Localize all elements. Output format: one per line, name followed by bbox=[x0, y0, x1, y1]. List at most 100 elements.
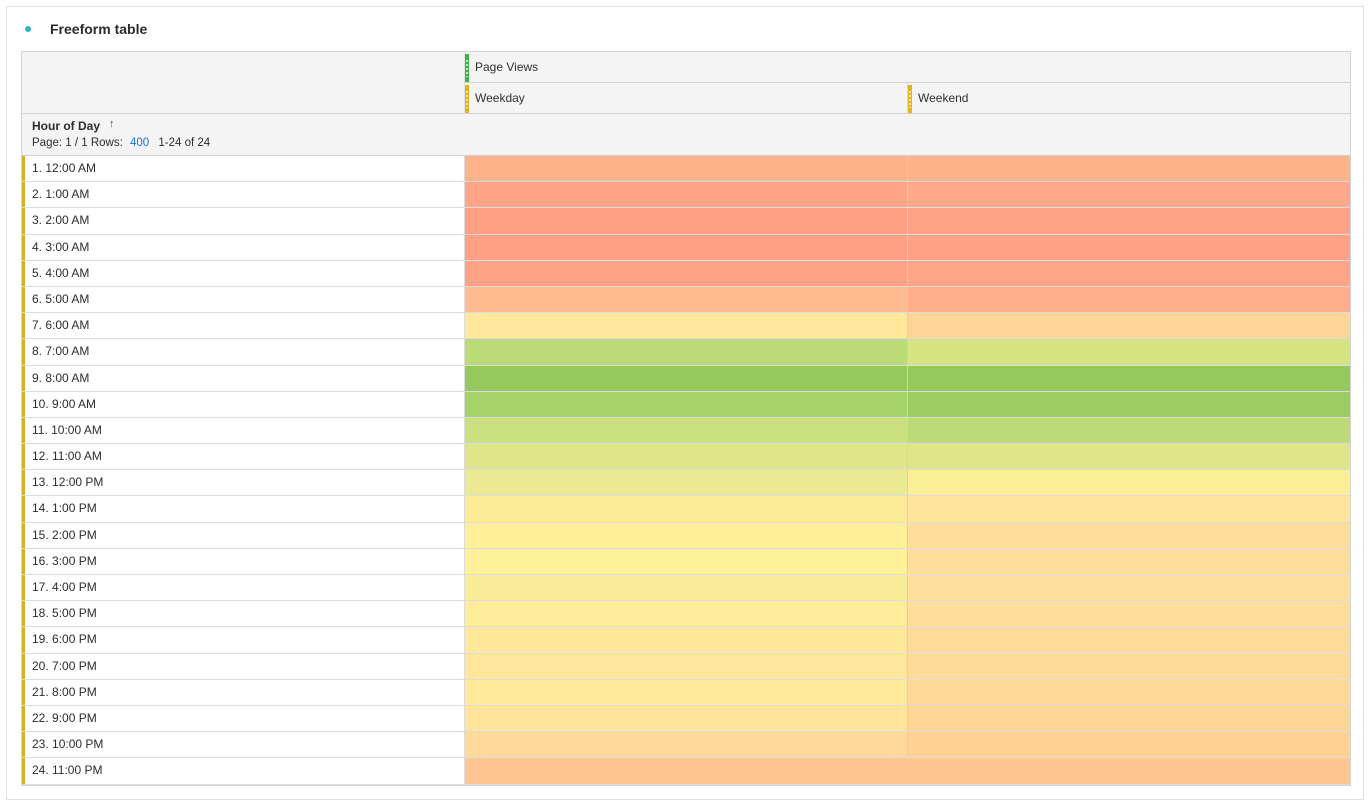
heatmap-cell-weekday[interactable] bbox=[465, 286, 908, 313]
row-label[interactable]: 13. 12:00 PM bbox=[22, 470, 465, 496]
heatmap-cell-weekday[interactable] bbox=[465, 705, 908, 732]
table-row[interactable]: 19. 6:00 PM bbox=[22, 627, 1350, 654]
heatmap-cell-weekend[interactable] bbox=[908, 313, 1350, 339]
row-label[interactable]: 12. 11:00 AM bbox=[22, 444, 465, 470]
heatmap-cell-weekday[interactable] bbox=[465, 313, 908, 339]
table-row[interactable]: 6. 5:00 AM bbox=[22, 286, 1350, 314]
row-label[interactable]: 17. 4:00 PM bbox=[22, 575, 465, 601]
heatmap-cell-weekday[interactable] bbox=[465, 260, 908, 286]
table-row[interactable]: 22. 9:00 PM bbox=[22, 705, 1350, 733]
heatmap-cell-weekday[interactable] bbox=[465, 758, 908, 784]
table-row[interactable]: 14. 1:00 PM bbox=[22, 496, 1350, 523]
heatmap-cell-weekend[interactable] bbox=[908, 522, 1350, 548]
heatmap-cell-weekend[interactable] bbox=[908, 732, 1350, 758]
heatmap-cell-weekend[interactable] bbox=[908, 758, 1350, 784]
table-row[interactable]: 5. 4:00 AM bbox=[22, 260, 1350, 287]
table-row[interactable]: 24. 11:00 PM bbox=[22, 758, 1350, 785]
panel-header[interactable]: Freeform table bbox=[23, 19, 147, 39]
row-label[interactable]: 19. 6:00 PM bbox=[22, 627, 465, 653]
table-row[interactable]: 17. 4:00 PM bbox=[22, 575, 1350, 602]
heatmap-cell-weekday[interactable] bbox=[465, 601, 908, 627]
heatmap-cell-weekend[interactable] bbox=[908, 182, 1350, 208]
row-label[interactable]: 3. 2:00 AM bbox=[22, 208, 465, 234]
heatmap-cell-weekend[interactable] bbox=[908, 679, 1350, 705]
table-row[interactable]: 7. 6:00 AM bbox=[22, 313, 1350, 340]
heatmap-cell-weekday[interactable] bbox=[465, 417, 908, 444]
table-row[interactable]: 23. 10:00 PM bbox=[22, 732, 1350, 759]
heatmap-cell-weekday[interactable] bbox=[465, 548, 908, 574]
heatmap-cell-weekend[interactable] bbox=[908, 208, 1350, 234]
heatmap-cell-weekday[interactable] bbox=[465, 575, 908, 601]
table-row[interactable]: 9. 8:00 AM bbox=[22, 365, 1350, 392]
heatmap-cell-weekend[interactable] bbox=[908, 601, 1350, 627]
row-label[interactable]: 7. 6:00 AM bbox=[22, 313, 465, 339]
row-label[interactable]: 24. 11:00 PM bbox=[22, 758, 465, 784]
row-label[interactable]: 23. 10:00 PM bbox=[22, 732, 465, 758]
table-row[interactable]: 2. 1:00 AM bbox=[22, 182, 1350, 209]
heatmap-cell-weekday[interactable] bbox=[465, 444, 908, 470]
metric-drag-handle-icon[interactable] bbox=[465, 54, 469, 82]
table-row[interactable]: 3. 2:00 AM bbox=[22, 208, 1350, 235]
table-row[interactable]: 1. 12:00 AM bbox=[22, 156, 1350, 183]
heatmap-cell-weekend[interactable] bbox=[908, 548, 1350, 574]
rows-per-page-link[interactable]: 400 bbox=[129, 137, 150, 149]
table-row[interactable]: 20. 7:00 PM bbox=[22, 653, 1350, 680]
row-label[interactable]: 10. 9:00 AM bbox=[22, 391, 465, 417]
heatmap-cell-weekend[interactable] bbox=[908, 470, 1350, 496]
row-label[interactable]: 20. 7:00 PM bbox=[22, 653, 465, 679]
table-row[interactable]: 8. 7:00 AM bbox=[22, 339, 1350, 366]
heatmap-cell-weekend[interactable] bbox=[908, 339, 1350, 365]
row-label[interactable]: 15. 2:00 PM bbox=[22, 522, 465, 548]
heatmap-cell-weekend[interactable] bbox=[908, 705, 1350, 732]
heatmap-cell-weekend[interactable] bbox=[908, 260, 1350, 286]
heatmap-cell-weekday[interactable] bbox=[465, 182, 908, 208]
row-label[interactable]: 14. 1:00 PM bbox=[22, 496, 465, 522]
table-row[interactable]: 13. 12:00 PM bbox=[22, 470, 1350, 497]
row-label[interactable]: 4. 3:00 AM bbox=[22, 234, 465, 260]
table-row[interactable]: 15. 2:00 PM bbox=[22, 522, 1350, 549]
table-row[interactable]: 21. 8:00 PM bbox=[22, 679, 1350, 706]
table-row[interactable]: 4. 3:00 AM bbox=[22, 234, 1350, 261]
heatmap-cell-weekday[interactable] bbox=[465, 496, 908, 522]
heatmap-cell-weekday[interactable] bbox=[465, 732, 908, 758]
heatmap-cell-weekday[interactable] bbox=[465, 339, 908, 365]
heatmap-cell-weekend[interactable] bbox=[908, 444, 1350, 470]
dimension-title[interactable]: Hour of Day bbox=[32, 119, 101, 133]
heatmap-cell-weekday[interactable] bbox=[465, 391, 908, 417]
metric-column-header[interactable]: Page Views bbox=[465, 52, 1350, 83]
heatmap-cell-weekend[interactable] bbox=[908, 653, 1350, 679]
row-label[interactable]: 8. 7:00 AM bbox=[22, 339, 465, 365]
row-label[interactable]: 1. 12:00 AM bbox=[22, 156, 465, 182]
row-label[interactable]: 2. 1:00 AM bbox=[22, 182, 465, 208]
heatmap-cell-weekend[interactable] bbox=[908, 365, 1350, 391]
table-row[interactable]: 10. 9:00 AM bbox=[22, 391, 1350, 418]
heatmap-cell-weekday[interactable] bbox=[465, 208, 908, 234]
heatmap-cell-weekend[interactable] bbox=[908, 156, 1350, 182]
heatmap-cell-weekday[interactable] bbox=[465, 679, 908, 705]
heatmap-cell-weekday[interactable] bbox=[465, 365, 908, 391]
heatmap-cell-weekend[interactable] bbox=[908, 496, 1350, 522]
row-label[interactable]: 16. 3:00 PM bbox=[22, 548, 465, 574]
row-label[interactable]: 11. 10:00 AM bbox=[22, 417, 465, 444]
heatmap-cell-weekend[interactable] bbox=[908, 234, 1350, 260]
table-row[interactable]: 16. 3:00 PM bbox=[22, 548, 1350, 575]
heatmap-cell-weekday[interactable] bbox=[465, 627, 908, 653]
heatmap-cell-weekend[interactable] bbox=[908, 575, 1350, 601]
heatmap-cell-weekday[interactable] bbox=[465, 522, 908, 548]
row-label[interactable]: 9. 8:00 AM bbox=[22, 365, 465, 391]
segment-column-header-weekday[interactable]: Weekday bbox=[465, 83, 908, 114]
heatmap-cell-weekend[interactable] bbox=[908, 417, 1350, 444]
row-label[interactable]: 22. 9:00 PM bbox=[22, 705, 465, 732]
heatmap-cell-weekend[interactable] bbox=[908, 286, 1350, 313]
row-label[interactable]: 6. 5:00 AM bbox=[22, 286, 465, 313]
table-row[interactable]: 11. 10:00 AM bbox=[22, 417, 1350, 445]
heatmap-cell-weekend[interactable] bbox=[908, 391, 1350, 417]
row-label[interactable]: 18. 5:00 PM bbox=[22, 601, 465, 627]
heatmap-cell-weekday[interactable] bbox=[465, 156, 908, 182]
heatmap-cell-weekend[interactable] bbox=[908, 627, 1350, 653]
table-row[interactable]: 18. 5:00 PM bbox=[22, 601, 1350, 628]
heatmap-cell-weekday[interactable] bbox=[465, 653, 908, 679]
heatmap-cell-weekday[interactable] bbox=[465, 234, 908, 260]
heatmap-cell-weekday[interactable] bbox=[465, 470, 908, 496]
row-label[interactable]: 5. 4:00 AM bbox=[22, 260, 465, 286]
